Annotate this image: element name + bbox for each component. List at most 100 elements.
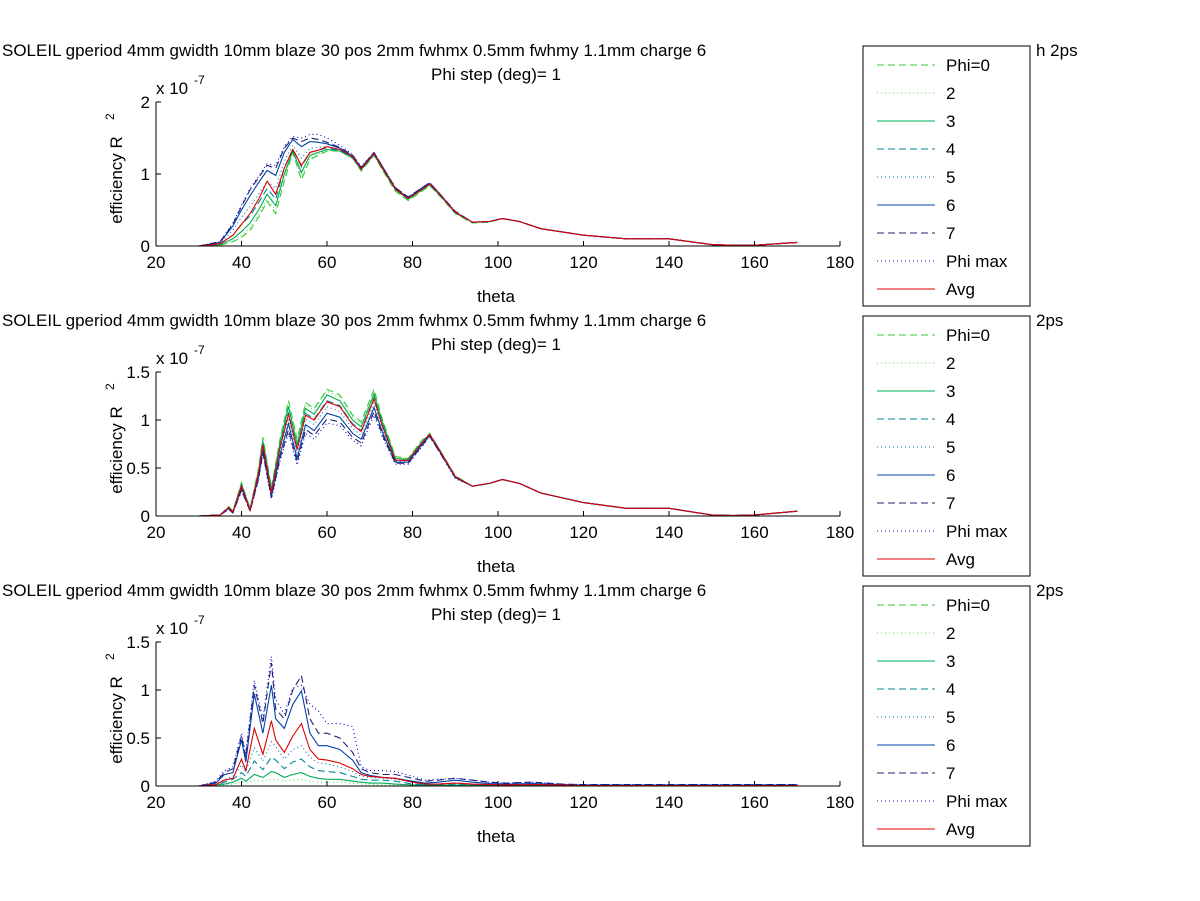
chart-subtitle: Phi step (deg)= 1 xyxy=(431,605,561,624)
legend-label-2: 2 xyxy=(946,624,955,643)
x-tick-label: 40 xyxy=(232,253,251,272)
legend-label-2: 2 xyxy=(946,84,955,103)
subplots: SOLEIL gperiod 4mm gwidth 10mm blaze 30 … xyxy=(2,41,1078,847)
x-tick-label: 20 xyxy=(147,253,166,272)
series-line-7 xyxy=(198,137,798,247)
x-tick-label: 160 xyxy=(740,793,768,812)
axes: 20 40 60 80 100 120 140 160 180 0 0.5 1 1.5 xyxy=(126,633,854,812)
chart-title-tail: h 2ps xyxy=(1036,41,1078,60)
y-axis-label-group: efficiency R 2 xyxy=(103,653,126,764)
y-tick-label: 0 xyxy=(141,777,150,796)
x-tick-label: 20 xyxy=(147,523,166,542)
legend: Phi=0 2 3 4 5 6 7 Phi max Avg xyxy=(862,585,1031,847)
series-lines xyxy=(198,387,798,517)
chart-subtitle: Phi step (deg)= 1 xyxy=(431,65,561,84)
subplot-3: SOLEIL gperiod 4mm gwidth 10mm blaze 30 … xyxy=(2,581,1063,847)
x-tick-label: 160 xyxy=(740,523,768,542)
series-lines xyxy=(198,133,798,247)
legend-label-5: 5 xyxy=(946,168,955,187)
series-line-7 xyxy=(198,663,798,787)
y-tick-label: 0.5 xyxy=(126,729,150,748)
x-tick-label: 180 xyxy=(826,253,854,272)
series-line-9 xyxy=(198,720,798,787)
y-axis-label-superscript: 2 xyxy=(103,383,117,390)
y-tick-label: 0 xyxy=(141,237,150,256)
subplot-2: SOLEIL gperiod 4mm gwidth 10mm blaze 30 … xyxy=(2,311,1063,577)
chart-title-tail: 2ps xyxy=(1036,311,1063,330)
series-line-9 xyxy=(198,397,798,517)
legend-box xyxy=(862,45,1031,307)
x-tick-label: 100 xyxy=(484,793,512,812)
legend-label-8: Phi max xyxy=(946,792,1008,811)
x-axis-label: theta xyxy=(477,827,515,846)
legend-label-9: Avg xyxy=(946,820,975,839)
legend-label-7: 7 xyxy=(946,224,955,243)
legend-label-5: 5 xyxy=(946,438,955,457)
x-tick-label: 40 xyxy=(232,523,251,542)
x-axis-label: theta xyxy=(477,557,515,576)
legend: Phi=0 2 3 4 5 6 7 Phi max Avg xyxy=(862,315,1031,577)
x-tick-label: 100 xyxy=(484,523,512,542)
exponent-power: -7 xyxy=(194,343,205,357)
legend: Phi=0 2 3 4 5 6 7 Phi max Avg xyxy=(862,45,1031,307)
x-tick-label: 60 xyxy=(318,523,337,542)
chart-title: SOLEIL gperiod 4mm gwidth 10mm blaze 30 … xyxy=(2,311,706,330)
x-tick-label: 60 xyxy=(318,793,337,812)
y-tick-label: 1 xyxy=(141,165,150,184)
legend-label-1: Phi=0 xyxy=(946,56,990,75)
x-tick-label: 120 xyxy=(569,253,597,272)
x-tick-label: 100 xyxy=(484,253,512,272)
y-axis-label-group: efficiency R 2 xyxy=(103,113,126,224)
series-line-2 xyxy=(198,778,798,787)
chart-title: SOLEIL gperiod 4mm gwidth 10mm blaze 30 … xyxy=(2,581,706,600)
legend-label-3: 3 xyxy=(946,382,955,401)
y-axis-label-superscript: 2 xyxy=(103,113,117,120)
legend-label-3: 3 xyxy=(946,112,955,131)
y-tick-label: 1 xyxy=(141,411,150,430)
x-tick-label: 140 xyxy=(655,523,683,542)
legend-label-3: 3 xyxy=(946,652,955,671)
y-tick-label: 0.5 xyxy=(126,459,150,478)
y-tick-label: 0 xyxy=(141,507,150,526)
legend-label-1: Phi=0 xyxy=(946,596,990,615)
x-tick-label: 140 xyxy=(655,793,683,812)
axes: 20 40 60 80 100 120 140 160 180 0 0.5 1 1.5 xyxy=(126,363,854,542)
x-axis-label: theta xyxy=(477,287,515,306)
y-axis-label-group: efficiency R 2 xyxy=(103,383,126,494)
legend-label-4: 4 xyxy=(946,410,955,429)
y-tick-label: 1.5 xyxy=(126,363,150,382)
exponent-power: -7 xyxy=(194,73,205,87)
series-line-1 xyxy=(198,150,798,247)
x-tick-label: 120 xyxy=(569,523,597,542)
x-tick-label: 180 xyxy=(826,523,854,542)
legend-label-2: 2 xyxy=(946,354,955,373)
legend-label-7: 7 xyxy=(946,764,955,783)
y-axis-label: efficiency R xyxy=(107,406,126,494)
y-tick-label: 1 xyxy=(141,681,150,700)
chart-title: SOLEIL gperiod 4mm gwidth 10mm blaze 30 … xyxy=(2,41,706,60)
exponent-label: x 10 xyxy=(156,79,188,98)
x-tick-label: 80 xyxy=(403,793,422,812)
axes: 20 40 60 80 100 120 140 160 180 0 1 2 xyxy=(141,93,855,272)
x-tick-label: 160 xyxy=(740,253,768,272)
legend-label-5: 5 xyxy=(946,708,955,727)
legend-label-6: 6 xyxy=(946,196,955,215)
legend-label-1: Phi=0 xyxy=(946,326,990,345)
x-tick-label: 20 xyxy=(147,793,166,812)
x-tick-label: 60 xyxy=(318,253,337,272)
x-tick-label: 40 xyxy=(232,793,251,812)
legend-label-6: 6 xyxy=(946,736,955,755)
legend-label-7: 7 xyxy=(946,494,955,513)
chart-title-tail: 2ps xyxy=(1036,581,1063,600)
exponent-power: -7 xyxy=(194,613,205,627)
y-axis-label: efficiency R xyxy=(107,136,126,224)
legend-label-8: Phi max xyxy=(946,252,1008,271)
legend-label-6: 6 xyxy=(946,466,955,485)
y-tick-label: 1.5 xyxy=(126,633,150,652)
legend-label-4: 4 xyxy=(946,140,955,159)
exponent-label: x 10 xyxy=(156,619,188,638)
legend-label-8: Phi max xyxy=(946,522,1008,541)
chart-subtitle: Phi step (deg)= 1 xyxy=(431,335,561,354)
legend-label-9: Avg xyxy=(946,280,975,299)
